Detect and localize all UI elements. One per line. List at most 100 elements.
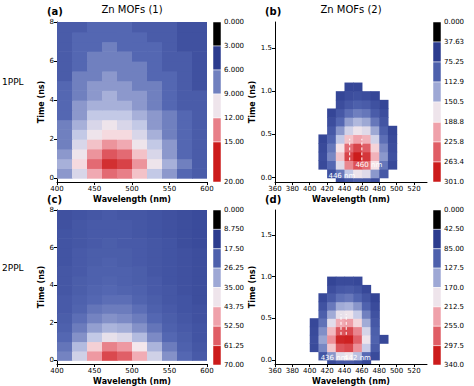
- svg-text:Time (ns): Time (ns): [248, 266, 257, 309]
- svg-text:1PPL: 1PPL: [2, 77, 24, 87]
- svg-text:436 nm: 436 nm: [320, 354, 348, 363]
- svg-text:188.8: 188.8: [444, 118, 464, 126]
- svg-text:6: 6: [50, 244, 55, 252]
- svg-text:0.5: 0.5: [261, 130, 272, 138]
- svg-text:20.00: 20.00: [224, 178, 244, 186]
- svg-text:1.0: 1.0: [261, 87, 272, 95]
- svg-text:0: 0: [50, 356, 54, 364]
- svg-text:4: 4: [50, 96, 55, 104]
- svg-text:12.00: 12.00: [224, 114, 244, 122]
- svg-text:500: 500: [125, 185, 138, 193]
- svg-text:360: 360: [268, 367, 281, 375]
- svg-text:6.000: 6.000: [224, 66, 244, 74]
- svg-text:(d): (d): [265, 194, 281, 205]
- svg-text:0.0: 0.0: [261, 356, 272, 364]
- svg-text:Wavelength (nm): Wavelength (nm): [312, 195, 390, 204]
- svg-text:Zn MOFs (1): Zn MOFs (1): [101, 4, 162, 15]
- svg-text:61.25: 61.25: [224, 342, 244, 350]
- svg-text:520: 520: [407, 367, 420, 375]
- svg-text:550: 550: [163, 367, 176, 375]
- svg-text:52.50: 52.50: [224, 322, 244, 330]
- svg-text:600: 600: [200, 185, 213, 193]
- svg-text:Wavelength (nm): Wavelength (nm): [93, 377, 171, 386]
- svg-text:460 nm: 460 nm: [355, 161, 382, 169]
- svg-text:400: 400: [50, 367, 63, 375]
- svg-text:4: 4: [50, 281, 55, 289]
- svg-text:127.5: 127.5: [444, 264, 464, 272]
- svg-text:9.000: 9.000: [224, 90, 244, 98]
- svg-text:70.00: 70.00: [224, 361, 244, 369]
- svg-text:85.00: 85.00: [444, 245, 464, 253]
- svg-text:225.8: 225.8: [444, 138, 464, 146]
- svg-text:17.50: 17.50: [224, 245, 244, 253]
- svg-text:112.9: 112.9: [444, 78, 464, 86]
- svg-text:0.000: 0.000: [444, 18, 464, 26]
- svg-text:2PPL: 2PPL: [2, 263, 24, 273]
- svg-text:450: 450: [88, 185, 101, 193]
- svg-text:480: 480: [373, 367, 386, 375]
- svg-text:15.00: 15.00: [224, 138, 244, 146]
- svg-text:0.0: 0.0: [261, 174, 272, 182]
- svg-text:1.5: 1.5: [261, 231, 272, 239]
- svg-text:400: 400: [303, 185, 316, 193]
- svg-text:150.5: 150.5: [444, 98, 464, 106]
- svg-text:550: 550: [163, 185, 176, 193]
- svg-text:380: 380: [286, 367, 299, 375]
- svg-text:170.0: 170.0: [444, 284, 464, 292]
- svg-text:1.5: 1.5: [261, 44, 272, 52]
- svg-text:0.000: 0.000: [224, 18, 244, 26]
- svg-text:42.50: 42.50: [444, 225, 464, 233]
- svg-text:6: 6: [50, 57, 55, 65]
- svg-text:460: 460: [355, 185, 368, 193]
- svg-text:400: 400: [50, 185, 63, 193]
- svg-text:Zn MOFs (2): Zn MOFs (2): [320, 4, 381, 15]
- svg-text:255.0: 255.0: [444, 322, 464, 330]
- svg-text:Wavelength (nm): Wavelength (nm): [312, 377, 390, 386]
- svg-text:2: 2: [50, 135, 54, 143]
- svg-text:480: 480: [373, 185, 386, 193]
- svg-text:1.0: 1.0: [261, 273, 272, 281]
- svg-text:500: 500: [390, 185, 403, 193]
- svg-text:Time (ns): Time (ns): [37, 266, 46, 309]
- svg-text:Wavelength (nm): Wavelength (nm): [93, 195, 171, 204]
- svg-text:8: 8: [50, 18, 54, 26]
- svg-text:500: 500: [390, 367, 403, 375]
- svg-text:0.000: 0.000: [224, 206, 244, 214]
- svg-text:8.750: 8.750: [224, 225, 244, 233]
- svg-text:0.000: 0.000: [444, 206, 464, 214]
- svg-text:3.000: 3.000: [224, 42, 244, 50]
- svg-text:420: 420: [320, 367, 333, 375]
- svg-text:75.25: 75.25: [444, 58, 464, 66]
- svg-text:0: 0: [50, 174, 54, 182]
- svg-text:446 nm: 446 nm: [328, 172, 355, 180]
- svg-text:380: 380: [286, 185, 299, 193]
- svg-text:442 nm: 442 nm: [344, 354, 371, 362]
- svg-text:37.63: 37.63: [444, 38, 464, 46]
- svg-text:8: 8: [50, 206, 54, 214]
- svg-text:Time (ns): Time (ns): [248, 81, 257, 124]
- svg-text:420: 420: [320, 185, 333, 193]
- svg-text:520: 520: [407, 185, 420, 193]
- svg-text:(b): (b): [265, 6, 281, 17]
- svg-text:212.5: 212.5: [444, 303, 464, 311]
- svg-text:26.25: 26.25: [224, 264, 244, 272]
- svg-text:297.5: 297.5: [444, 342, 464, 350]
- svg-text:0.5: 0.5: [261, 314, 272, 322]
- svg-text:301.0: 301.0: [444, 178, 464, 186]
- svg-text:400: 400: [303, 367, 316, 375]
- svg-text:440: 440: [338, 367, 351, 375]
- svg-text:360: 360: [268, 185, 281, 193]
- svg-text:263.4: 263.4: [444, 158, 465, 166]
- svg-text:450: 450: [88, 367, 101, 375]
- svg-text:340.0: 340.0: [444, 361, 464, 369]
- svg-text:Time (ns): Time (ns): [37, 81, 46, 124]
- svg-text:460: 460: [355, 367, 368, 375]
- svg-text:43.75: 43.75: [224, 303, 244, 311]
- svg-text:2: 2: [50, 319, 54, 327]
- svg-text:500: 500: [125, 367, 138, 375]
- svg-text:(c): (c): [47, 194, 62, 205]
- svg-text:600: 600: [200, 367, 213, 375]
- svg-text:(a): (a): [47, 6, 63, 17]
- svg-text:440: 440: [338, 185, 351, 193]
- svg-text:35.00: 35.00: [224, 284, 244, 292]
